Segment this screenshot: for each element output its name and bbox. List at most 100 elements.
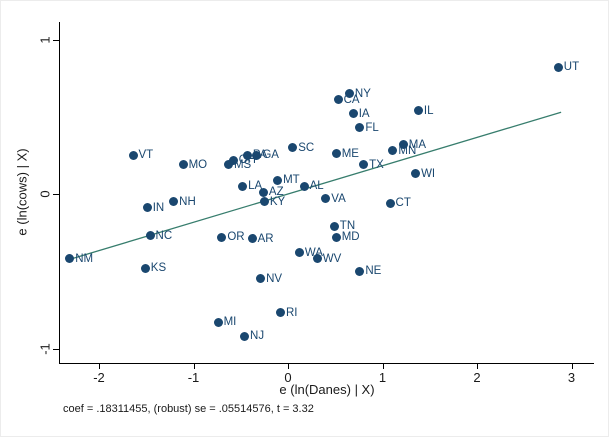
point-label-al: AL bbox=[309, 180, 324, 193]
point-label-tn: TN bbox=[339, 220, 356, 233]
point-label-ma: MA bbox=[408, 138, 427, 151]
x-tick bbox=[477, 363, 478, 369]
data-point-nv bbox=[256, 274, 266, 284]
point-label-ut: UT bbox=[563, 61, 580, 74]
y-axis-line bbox=[59, 22, 60, 363]
point-label-il: IL bbox=[423, 104, 434, 117]
data-point-tx bbox=[359, 160, 369, 170]
data-point-nj bbox=[240, 331, 250, 341]
data-point-al bbox=[299, 181, 309, 191]
point-label-sc: SC bbox=[298, 141, 315, 154]
x-tick-label: 0 bbox=[284, 370, 292, 385]
point-label-mo: MO bbox=[188, 158, 208, 171]
y-axis-title: e (ln(cows) | X) bbox=[14, 148, 30, 236]
data-point-mo bbox=[178, 160, 188, 170]
point-label-ks: KS bbox=[150, 261, 167, 274]
point-label-ri: RI bbox=[285, 306, 298, 319]
data-point-tn bbox=[329, 221, 339, 231]
data-point-nh bbox=[169, 197, 179, 207]
point-label-va: VA bbox=[331, 192, 346, 205]
data-point-az bbox=[258, 187, 268, 197]
data-point-wv bbox=[312, 254, 322, 264]
data-point-ks bbox=[140, 263, 150, 273]
data-point-in bbox=[142, 203, 152, 213]
point-label-ar: AR bbox=[257, 232, 274, 245]
data-point-mi bbox=[213, 317, 223, 327]
point-label-fl: FL bbox=[365, 121, 379, 134]
point-label-ny: NY bbox=[354, 87, 371, 100]
data-point-oh bbox=[228, 155, 238, 165]
x-tick bbox=[193, 363, 195, 369]
point-label-vt: VT bbox=[138, 149, 154, 162]
x-tick-label: -1 bbox=[187, 370, 200, 385]
data-point-fl bbox=[355, 123, 365, 133]
point-label-ia: IA bbox=[358, 107, 370, 120]
data-point-ma bbox=[398, 140, 408, 150]
data-point-ne bbox=[355, 266, 365, 276]
data-point-va bbox=[321, 194, 331, 204]
data-point-mt bbox=[273, 175, 283, 185]
data-point-ia bbox=[348, 109, 358, 119]
data-point-ky bbox=[259, 197, 269, 207]
x-tick-label: 1 bbox=[378, 370, 387, 385]
point-label-tx: TX bbox=[369, 158, 384, 171]
point-label-ms: MS bbox=[233, 158, 252, 171]
data-point-nm bbox=[65, 254, 75, 264]
point-label-or: OR bbox=[227, 231, 245, 244]
y-tick-label: 0 bbox=[37, 190, 53, 198]
x-tick-label: 2 bbox=[473, 370, 481, 385]
data-point-or bbox=[217, 232, 227, 242]
point-label-nh: NH bbox=[179, 195, 196, 208]
data-point-il bbox=[413, 106, 423, 116]
point-label-az: AZ bbox=[268, 186, 284, 199]
data-point-sc bbox=[288, 143, 298, 153]
x-tick-label: -2 bbox=[93, 370, 105, 385]
y-tick bbox=[53, 39, 59, 41]
data-point-nc bbox=[145, 231, 155, 241]
point-label-nc: NC bbox=[155, 229, 173, 242]
data-point-wi bbox=[411, 169, 421, 179]
x-tick bbox=[99, 363, 100, 369]
point-label-ky: KY bbox=[269, 195, 286, 208]
point-label-in: IN bbox=[152, 201, 165, 214]
data-point-ms bbox=[223, 160, 233, 170]
y-tick bbox=[53, 194, 59, 195]
stats-caption: coef = .18311455, (robust) se = .0551457… bbox=[63, 403, 314, 415]
y-tick-label: 1 bbox=[37, 35, 53, 44]
data-point-md bbox=[331, 232, 341, 242]
point-label-ne: NE bbox=[365, 265, 382, 278]
point-label-nj: NJ bbox=[250, 329, 265, 342]
data-point-me bbox=[331, 149, 341, 159]
data-point-la bbox=[238, 181, 248, 191]
point-label-wv: WV bbox=[322, 252, 342, 265]
data-point-mn bbox=[388, 146, 398, 156]
data-point-ga bbox=[252, 150, 262, 160]
point-label-me: ME bbox=[341, 147, 359, 160]
x-tick bbox=[288, 363, 289, 369]
data-point-ut bbox=[553, 62, 563, 72]
point-label-nv: NV bbox=[266, 272, 283, 285]
point-label-mt: MT bbox=[283, 173, 300, 186]
point-label-mi: MI bbox=[223, 315, 237, 328]
x-axis-line bbox=[59, 363, 594, 364]
data-point-ri bbox=[275, 308, 285, 318]
data-point-ny bbox=[344, 89, 354, 99]
data-point-pa bbox=[242, 150, 252, 160]
x-axis-title: e (ln(Danes) | X) bbox=[279, 382, 375, 397]
data-point-ca bbox=[333, 95, 343, 105]
x-tick bbox=[382, 363, 384, 369]
y-tick bbox=[53, 348, 59, 350]
data-point-ar bbox=[247, 234, 257, 244]
point-label-ga: GA bbox=[262, 149, 279, 162]
data-point-ct bbox=[385, 198, 395, 208]
x-tick-label: 3 bbox=[567, 370, 576, 385]
y-tick-label: -1 bbox=[37, 342, 53, 355]
point-label-ct: CT bbox=[395, 197, 411, 210]
x-tick bbox=[571, 363, 573, 369]
point-label-wi: WI bbox=[421, 167, 436, 180]
data-point-vt bbox=[128, 150, 138, 160]
point-label-la: LA bbox=[248, 180, 263, 193]
data-point-wa bbox=[294, 248, 304, 258]
